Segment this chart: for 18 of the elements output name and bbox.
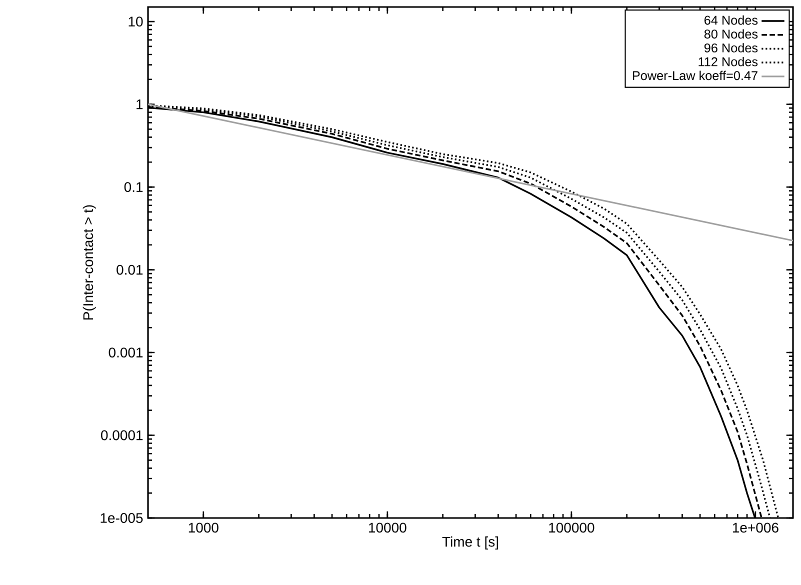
x-tick-label: 1e+006 xyxy=(732,522,778,533)
x-tick-label: 10000 xyxy=(369,522,406,533)
y-tick-label: 0.001 xyxy=(108,348,143,358)
legend-label: 96 Nodes xyxy=(704,43,758,52)
y-tick-label: 1e-005 xyxy=(100,513,143,523)
x-axis-title: Time t [s] xyxy=(442,536,498,550)
legend-label: Power-Law koeff=0.47 xyxy=(632,70,758,80)
legend-label: 64 Nodes xyxy=(704,15,758,25)
y-tick-label: 0.0001 xyxy=(101,430,143,440)
legend-label: 80 Nodes xyxy=(704,29,758,39)
y-tick-label: 0.1 xyxy=(124,182,143,192)
y-tick-label: 1 xyxy=(136,100,143,110)
y-tick-label: 10 xyxy=(128,16,143,27)
x-tick-label: 1000 xyxy=(188,522,218,533)
legend-label: 112 Nodes xyxy=(698,56,758,66)
y-axis-title: P(Inter-contact > t) xyxy=(82,205,96,320)
x-tick-label: 100000 xyxy=(549,522,594,533)
y-tick-label: 0.01 xyxy=(116,264,143,275)
